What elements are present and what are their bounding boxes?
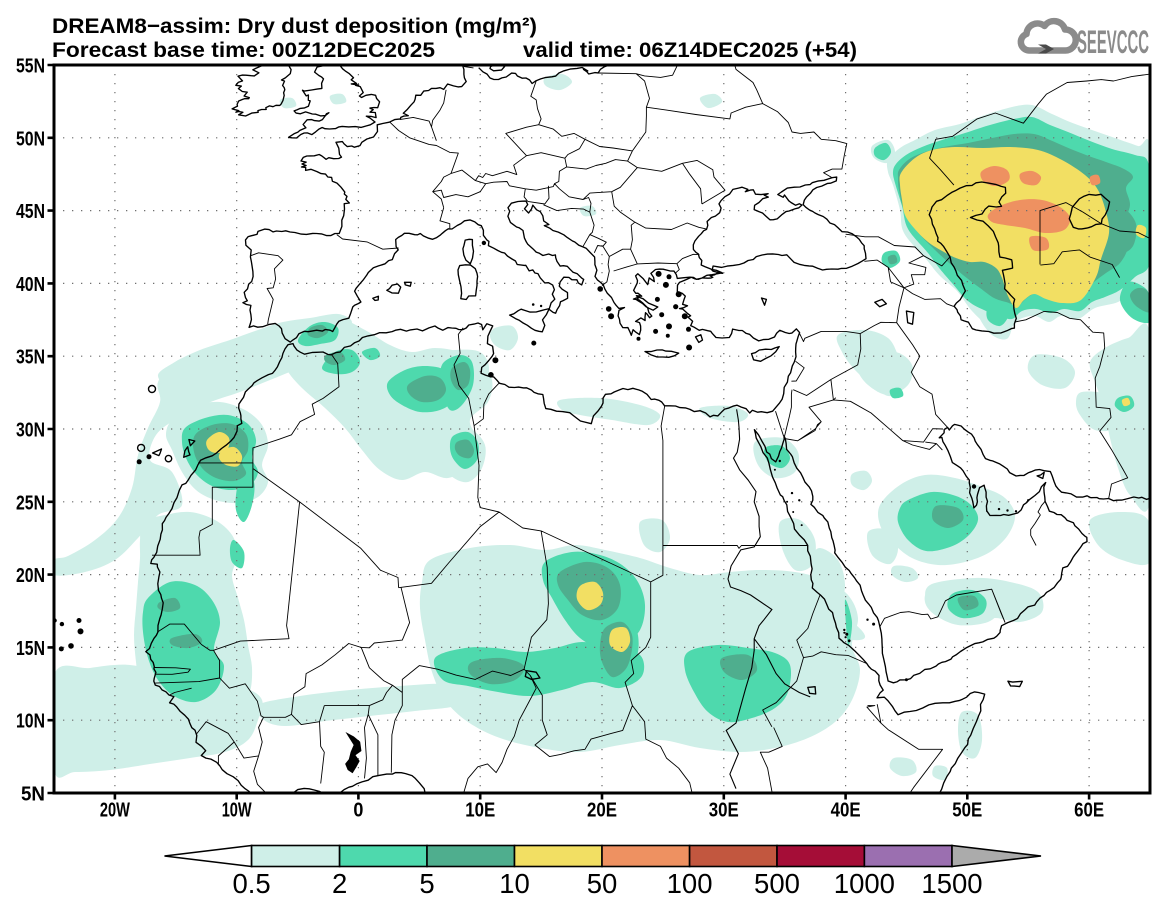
svg-text:10E: 10E bbox=[465, 800, 495, 822]
svg-text:500: 500 bbox=[754, 868, 800, 899]
svg-text:55N: 55N bbox=[16, 56, 45, 78]
svg-text:30N: 30N bbox=[16, 420, 45, 442]
svg-text:10W: 10W bbox=[222, 800, 252, 822]
svg-text:0.5: 0.5 bbox=[232, 868, 270, 899]
svg-text:50N: 50N bbox=[16, 128, 45, 150]
svg-text:5N: 5N bbox=[21, 784, 45, 806]
svg-text:20N: 20N bbox=[16, 565, 45, 587]
svg-text:35N: 35N bbox=[16, 347, 45, 369]
svg-text:valid time: 06Z14DEC2025 (+54): valid time: 06Z14DEC2025 (+54) bbox=[523, 38, 857, 62]
svg-text:20E: 20E bbox=[587, 800, 617, 822]
svg-text:100: 100 bbox=[667, 868, 713, 899]
svg-text:50: 50 bbox=[587, 868, 618, 899]
svg-text:60E: 60E bbox=[1074, 800, 1104, 822]
svg-text:2: 2 bbox=[332, 868, 347, 899]
svg-text:5: 5 bbox=[419, 868, 434, 899]
svg-text:1500: 1500 bbox=[921, 868, 982, 899]
svg-text:20W: 20W bbox=[100, 800, 130, 822]
svg-text:40E: 40E bbox=[831, 800, 861, 822]
svg-text:15N: 15N bbox=[16, 638, 45, 660]
svg-text:10N: 10N bbox=[16, 711, 45, 733]
svg-text:Forecast base time: 00Z12DEC20: Forecast base time: 00Z12DEC2025 bbox=[52, 38, 435, 62]
svg-text:SEEVCCC: SEEVCCC bbox=[1077, 24, 1149, 60]
svg-text:45N: 45N bbox=[16, 201, 45, 223]
svg-text:DREAM8−assim: Dry dust deposit: DREAM8−assim: Dry dust deposition (mg/m²… bbox=[52, 14, 537, 38]
svg-text:30E: 30E bbox=[709, 800, 739, 822]
svg-text:1000: 1000 bbox=[834, 868, 895, 899]
svg-text:0: 0 bbox=[353, 800, 363, 822]
svg-text:50E: 50E bbox=[952, 800, 982, 822]
svg-text:25N: 25N bbox=[16, 492, 45, 514]
svg-text:10: 10 bbox=[499, 868, 530, 899]
svg-text:40N: 40N bbox=[16, 274, 45, 296]
